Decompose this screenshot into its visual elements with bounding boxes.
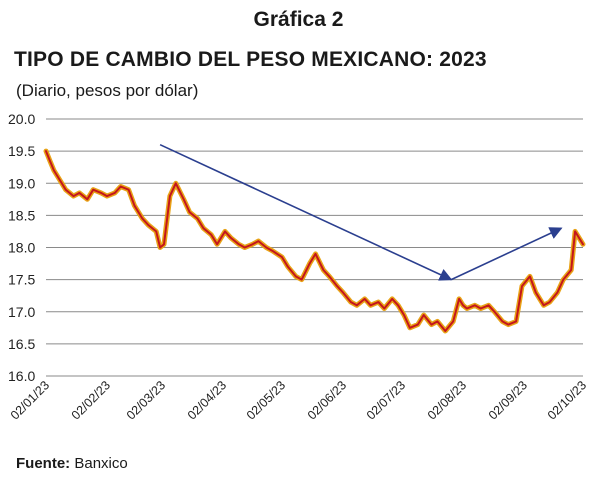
series-line [43, 148, 586, 334]
chart-title: TIPO DE CAMBIO DEL PESO MEXICANO: 2023 [14, 48, 487, 71]
series-line [45, 150, 584, 332]
source-value: Banxico [74, 455, 128, 472]
x-tick-label: 02/03/23 [124, 378, 168, 422]
y-tick-label: 19.5 [8, 143, 35, 159]
source-note: Fuente: Banxico [16, 455, 128, 472]
y-tick-label: 19.0 [8, 175, 35, 191]
x-tick-label: 02/07/23 [364, 378, 408, 422]
x-tick-label: 02/02/23 [69, 378, 113, 422]
y-tick-label: 18.0 [8, 240, 35, 256]
chart-title-line1: Gráfica 2 [253, 8, 344, 31]
x-tick-label: 02/08/23 [425, 378, 469, 422]
x-tick-label: 02/09/23 [486, 378, 530, 422]
x-tick-label: 02/10/23 [545, 378, 589, 422]
y-tick-label: 20.0 [8, 111, 35, 127]
x-tick-label: 02/06/23 [305, 378, 349, 422]
y-tick-label: 16.0 [8, 368, 35, 384]
x-tick-label: 02/01/23 [8, 378, 52, 422]
trend-arrow [159, 143, 453, 281]
x-tick-label: 02/04/23 [185, 378, 229, 422]
x-tick-label: 02/05/23 [244, 378, 288, 422]
y-tick-label: 16.5 [8, 336, 35, 352]
y-tick-label: 17.5 [8, 272, 35, 288]
y-axis-ticks: 20.0 19.5 19.0 18.5 18.0 17.5 17.0 16.5 16.0 [8, 111, 35, 384]
y-tick-label: 17.0 [8, 304, 35, 320]
source-label: Fuente: [16, 455, 71, 472]
series-line-halo [43, 148, 586, 334]
x-axis-ticks: 02/01/23 02/02/23 02/03/23 02/04/23 02/05/23… [8, 378, 589, 422]
trend-arrows [159, 143, 563, 281]
trend-arrow [450, 227, 563, 281]
y-tick-label: 18.5 [8, 207, 35, 223]
grid-lines [46, 118, 583, 377]
chart-subtitle: (Diario, pesos por dólar) [16, 81, 199, 100]
